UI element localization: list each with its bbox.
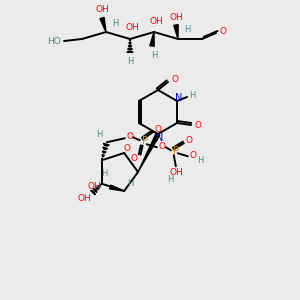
Polygon shape [100,184,102,185]
Text: P: P [173,146,179,156]
Text: H: H [189,91,195,100]
Text: OH: OH [169,13,183,22]
Text: O: O [130,154,137,163]
Polygon shape [128,48,133,49]
Text: OH: OH [170,168,184,177]
Text: OH: OH [149,16,163,26]
Text: H: H [196,156,203,165]
Polygon shape [100,17,106,32]
Text: N: N [176,93,183,103]
Polygon shape [110,185,124,191]
Polygon shape [103,143,110,146]
Polygon shape [102,158,103,160]
Text: H: H [100,169,107,178]
Text: O: O [189,151,196,160]
Text: P: P [142,136,148,146]
Text: HO: HO [47,37,61,46]
Polygon shape [91,190,95,195]
Text: N: N [156,133,164,143]
Text: H: H [151,50,157,59]
Polygon shape [103,147,108,150]
Text: H: H [96,130,102,139]
Text: O: O [185,136,192,145]
Polygon shape [102,155,104,157]
Text: OH: OH [125,23,139,32]
Text: H: H [127,178,134,188]
Text: OH: OH [78,194,92,203]
Polygon shape [96,187,98,190]
Polygon shape [127,51,133,52]
Polygon shape [128,45,132,46]
Text: OH: OH [95,5,109,14]
Polygon shape [138,133,160,172]
Text: H: H [112,19,118,28]
Text: O: O [172,76,178,85]
Polygon shape [103,151,106,153]
Text: O: O [154,125,161,134]
Text: O: O [124,145,131,154]
Text: H: H [184,26,190,34]
Text: H: H [127,58,133,67]
Polygon shape [93,189,97,192]
Polygon shape [98,185,100,188]
Polygon shape [150,32,154,46]
Polygon shape [129,42,131,44]
Text: O: O [195,121,202,130]
Text: O: O [220,26,226,35]
Text: O: O [158,142,165,151]
Polygon shape [174,25,178,39]
Text: O: O [126,132,133,141]
Text: OH: OH [87,182,101,190]
Text: H: H [167,175,173,184]
